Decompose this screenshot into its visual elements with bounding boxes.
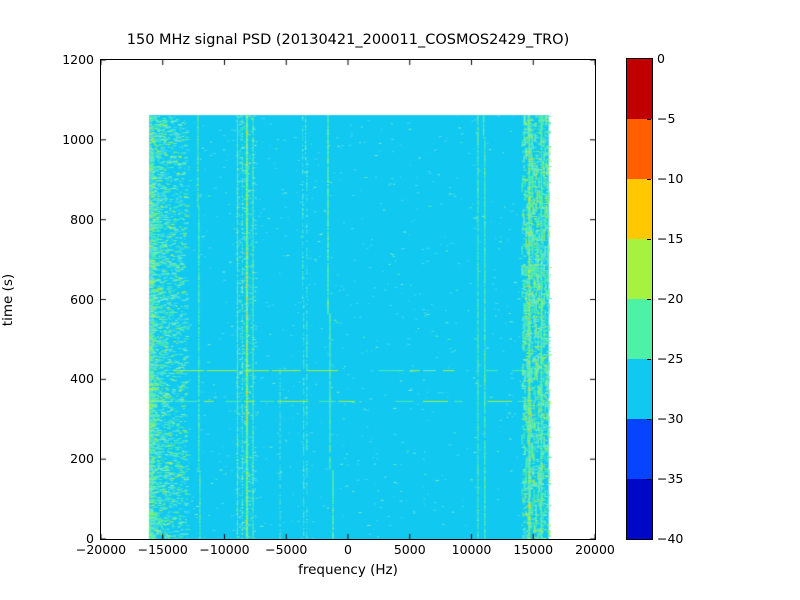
x-axis-label: frequency (Hz) xyxy=(298,562,398,578)
spectrogram-canvas xyxy=(101,60,595,539)
colorbar-band xyxy=(627,239,652,299)
colorbar-tick-label: −30 xyxy=(657,410,684,426)
y-tick-label: 1000 xyxy=(62,131,94,147)
colorbar-band xyxy=(627,119,652,179)
colorbar-tick-label: −10 xyxy=(657,170,684,186)
colorbar-band xyxy=(627,299,652,359)
plot-title: 150 MHz signal PSD (20130421_200011_COSM… xyxy=(126,32,570,48)
colorbar-tick-mark xyxy=(647,419,651,420)
colorbar-tick-mark xyxy=(647,299,651,300)
colorbar-tick-label: −5 xyxy=(657,110,676,126)
colorbar-tick-label: −15 xyxy=(657,230,684,246)
x-tick-label: 20000 xyxy=(575,542,615,557)
x-tick-label: −5000 xyxy=(265,542,308,557)
colorbar-band xyxy=(627,59,652,119)
axes-frame xyxy=(100,59,596,540)
colorbar-tick-label: −35 xyxy=(657,470,684,486)
x-tick-label: 0 xyxy=(344,542,352,557)
colorbar-tick-label: 0 xyxy=(657,50,665,66)
colorbar-band xyxy=(627,179,652,239)
x-tick-label: 15000 xyxy=(513,542,554,557)
colorbar-tick-mark xyxy=(647,239,651,240)
y-tick-label: 200 xyxy=(70,450,94,466)
colorbar-band xyxy=(627,359,652,419)
y-tick-label: 800 xyxy=(70,211,94,227)
colorbar-tick-label: −20 xyxy=(657,290,684,306)
colorbar-tick-mark xyxy=(647,179,651,180)
y-axis-label: time (s) xyxy=(0,273,16,327)
colorbar-band xyxy=(627,419,652,479)
x-tick-label: 10000 xyxy=(451,542,492,557)
x-tick-label: −20000 xyxy=(75,542,127,557)
colorbar-tick-label: −40 xyxy=(657,530,684,546)
colorbar-band xyxy=(627,479,652,539)
y-tick-label: 0 xyxy=(86,530,94,546)
x-tick-label: 5000 xyxy=(393,542,426,557)
y-tick-label: 400 xyxy=(70,371,94,387)
y-tick-label: 1200 xyxy=(62,51,94,67)
x-tick-label: −15000 xyxy=(137,542,188,557)
colorbar-tick-mark xyxy=(647,479,651,480)
x-tick-label: −10000 xyxy=(199,542,250,557)
colorbar-tick-mark xyxy=(647,359,651,360)
y-tick-label: 600 xyxy=(70,291,94,307)
colorbar-tick-mark xyxy=(647,119,651,120)
colorbar-tick-label: −25 xyxy=(657,350,684,366)
